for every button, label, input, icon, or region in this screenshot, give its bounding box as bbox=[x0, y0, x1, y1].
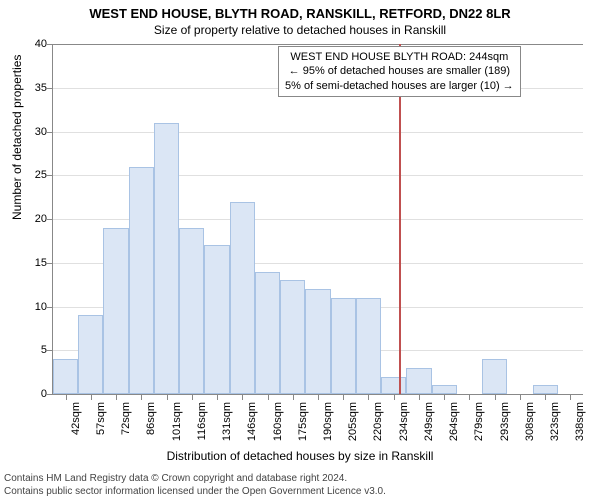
histogram-bar bbox=[331, 298, 356, 394]
x-tick-label: 116sqm bbox=[196, 402, 208, 440]
histogram-bar bbox=[356, 298, 381, 394]
x-tick-label: 220sqm bbox=[372, 402, 384, 441]
histogram-bar bbox=[179, 228, 204, 394]
y-tick-label: 5 bbox=[23, 344, 47, 356]
histogram-plot: 051015202530354042sqm57sqm72sqm86sqm101s… bbox=[52, 44, 583, 395]
histogram-bar bbox=[53, 359, 78, 394]
x-tick-label: 308sqm bbox=[524, 402, 536, 441]
annotation-line-1: WEST END HOUSE BLYTH ROAD: 244sqm bbox=[285, 50, 514, 64]
histogram-bar bbox=[230, 202, 255, 395]
x-tick-label: 190sqm bbox=[322, 402, 334, 441]
x-tick-label: 279sqm bbox=[473, 402, 485, 441]
page-title: WEST END HOUSE, BLYTH ROAD, RANSKILL, RE… bbox=[0, 0, 600, 21]
histogram-bar bbox=[255, 272, 280, 395]
histogram-bar bbox=[406, 368, 431, 394]
histogram-bar bbox=[381, 377, 406, 395]
histogram-bar bbox=[204, 245, 229, 394]
x-tick-label: 160sqm bbox=[272, 402, 284, 441]
annotation-box: WEST END HOUSE BLYTH ROAD: 244sqm← 95% o… bbox=[278, 46, 521, 97]
histogram-bar bbox=[78, 315, 103, 394]
histogram-bar bbox=[533, 385, 558, 394]
page-subtitle: Size of property relative to detached ho… bbox=[0, 21, 600, 37]
x-tick-label: 131sqm bbox=[221, 402, 233, 441]
chart-container: WEST END HOUSE, BLYTH ROAD, RANSKILL, RE… bbox=[0, 0, 600, 500]
histogram-bar bbox=[103, 228, 128, 394]
y-tick-label: 15 bbox=[23, 257, 47, 269]
x-tick-label: 146sqm bbox=[246, 402, 258, 441]
y-tick-label: 0 bbox=[23, 388, 47, 400]
x-tick-label: 72sqm bbox=[120, 402, 132, 435]
annotation-line-3: 5% of semi-detached houses are larger (1… bbox=[285, 79, 514, 93]
x-tick-label: 175sqm bbox=[297, 402, 309, 441]
y-tick-label: 40 bbox=[23, 38, 47, 50]
x-tick-label: 101sqm bbox=[171, 402, 183, 441]
y-tick-label: 30 bbox=[23, 126, 47, 138]
histogram-bar bbox=[154, 123, 179, 394]
x-tick-label: 86sqm bbox=[145, 402, 157, 435]
annotation-line-2: ← 95% of detached houses are smaller (18… bbox=[285, 64, 514, 78]
x-axis-label: Distribution of detached houses by size … bbox=[0, 449, 600, 463]
x-tick-label: 42sqm bbox=[70, 402, 82, 435]
histogram-bar bbox=[482, 359, 507, 394]
histogram-bar bbox=[305, 289, 330, 394]
y-tick-label: 20 bbox=[23, 213, 47, 225]
histogram-bar bbox=[129, 167, 154, 395]
footer-copyright-1: Contains HM Land Registry data © Crown c… bbox=[4, 473, 347, 484]
x-tick-label: 205sqm bbox=[347, 402, 359, 441]
x-tick-label: 234sqm bbox=[398, 402, 410, 441]
x-tick-label: 264sqm bbox=[448, 402, 460, 441]
x-tick-label: 338sqm bbox=[574, 402, 586, 441]
x-tick-label: 293sqm bbox=[499, 402, 511, 441]
y-tick-label: 35 bbox=[23, 82, 47, 94]
footer-copyright-2: Contains public sector information licen… bbox=[4, 486, 386, 497]
y-tick-label: 10 bbox=[23, 301, 47, 313]
x-tick-label: 57sqm bbox=[95, 402, 107, 435]
y-axis-label: Number of detached properties bbox=[10, 55, 24, 220]
histogram-bar bbox=[280, 280, 305, 394]
y-tick-label: 25 bbox=[23, 169, 47, 181]
histogram-bar bbox=[432, 385, 457, 394]
x-tick-label: 249sqm bbox=[423, 402, 435, 441]
x-tick-label: 323sqm bbox=[549, 402, 561, 441]
